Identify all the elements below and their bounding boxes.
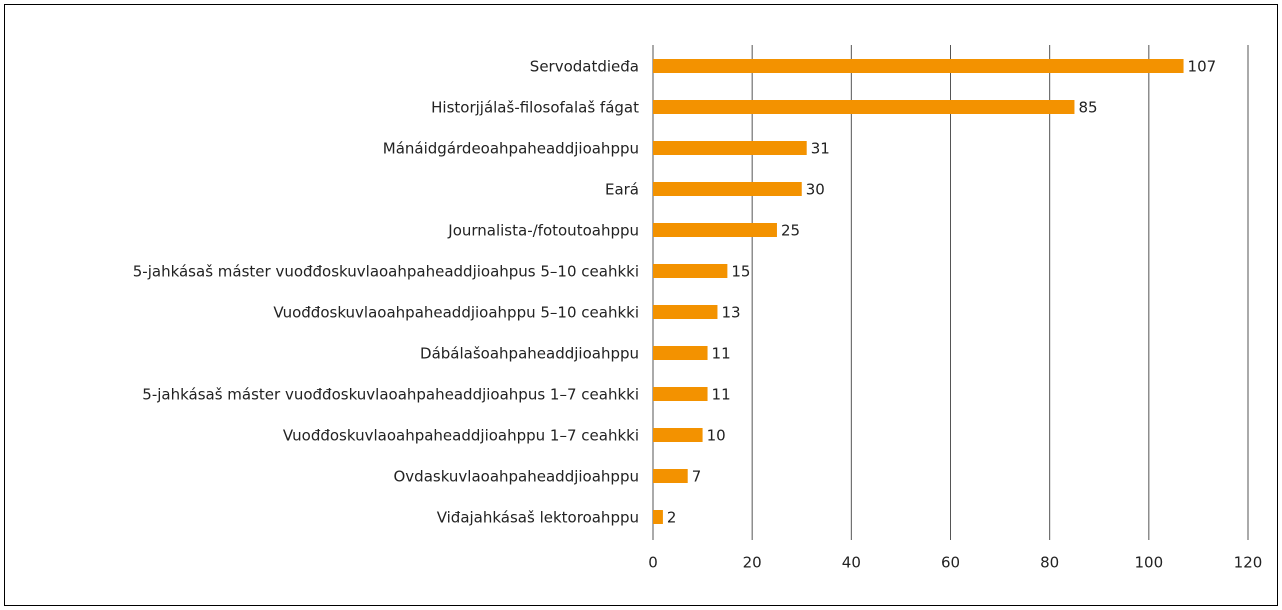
value-label: 85	[1078, 99, 1097, 117]
bar	[653, 346, 708, 360]
bar	[653, 305, 718, 319]
bar	[653, 59, 1184, 73]
bar	[653, 182, 802, 196]
bar	[653, 264, 728, 278]
value-label: 107	[1188, 58, 1217, 76]
y-tick-label: Vuođđoskuvlaoahpaheaddjioahppu 1–7 ceahk…	[283, 427, 639, 445]
value-label: 7	[692, 468, 702, 486]
value-label: 15	[731, 263, 750, 281]
y-tick-label: Dábálašoahpaheaddjioahppu	[420, 345, 639, 363]
bar	[653, 428, 703, 442]
x-tick-label: 0	[648, 554, 658, 572]
x-tick-label: 40	[842, 554, 861, 572]
value-label: 10	[707, 427, 726, 445]
value-label: 13	[721, 304, 740, 322]
value-label: 11	[712, 345, 731, 363]
bar	[653, 510, 663, 524]
value-label: 11	[712, 386, 731, 404]
y-tick-label: Mánáidgárdeoahpaheaddjioahppu	[383, 140, 639, 158]
y-tick-label: Ovdaskuvlaoahpaheaddjioahppu	[393, 468, 639, 486]
x-tick-label: 20	[743, 554, 762, 572]
frame	[4, 4, 1278, 606]
bar	[653, 100, 1075, 114]
y-tick-label: 5-jahkásaš máster vuođđoskuvlaoahpaheadd…	[133, 263, 639, 281]
value-label: 2	[667, 509, 677, 527]
y-tick-label: Historjjálaš-filosofalaš fágat	[431, 99, 639, 117]
bar	[653, 387, 708, 401]
x-tick-label: 120	[1234, 554, 1263, 572]
bar	[653, 223, 777, 237]
y-tick-label: Vuođđoskuvlaoahpaheaddjioahppu 5–10 ceah…	[273, 304, 639, 322]
y-tick-label: Eará	[605, 181, 639, 199]
x-tick-label: 60	[941, 554, 960, 572]
value-label: 31	[811, 140, 830, 158]
y-tick-label: Servodatdieđa	[530, 58, 639, 76]
x-tick-label: 100	[1135, 554, 1164, 572]
y-tick-label: Journalista-/fotoutoahppu	[447, 222, 639, 240]
y-tick-label: 5-jahkásaš máster vuođđoskuvlaoahpaheadd…	[142, 386, 639, 404]
value-label: 30	[806, 181, 825, 199]
value-label: 25	[781, 222, 800, 240]
bar	[653, 141, 807, 155]
bar	[653, 469, 688, 483]
y-tick-label: Viđajahkásaš lektoroahppu	[437, 509, 639, 527]
x-tick-label: 80	[1040, 554, 1059, 572]
